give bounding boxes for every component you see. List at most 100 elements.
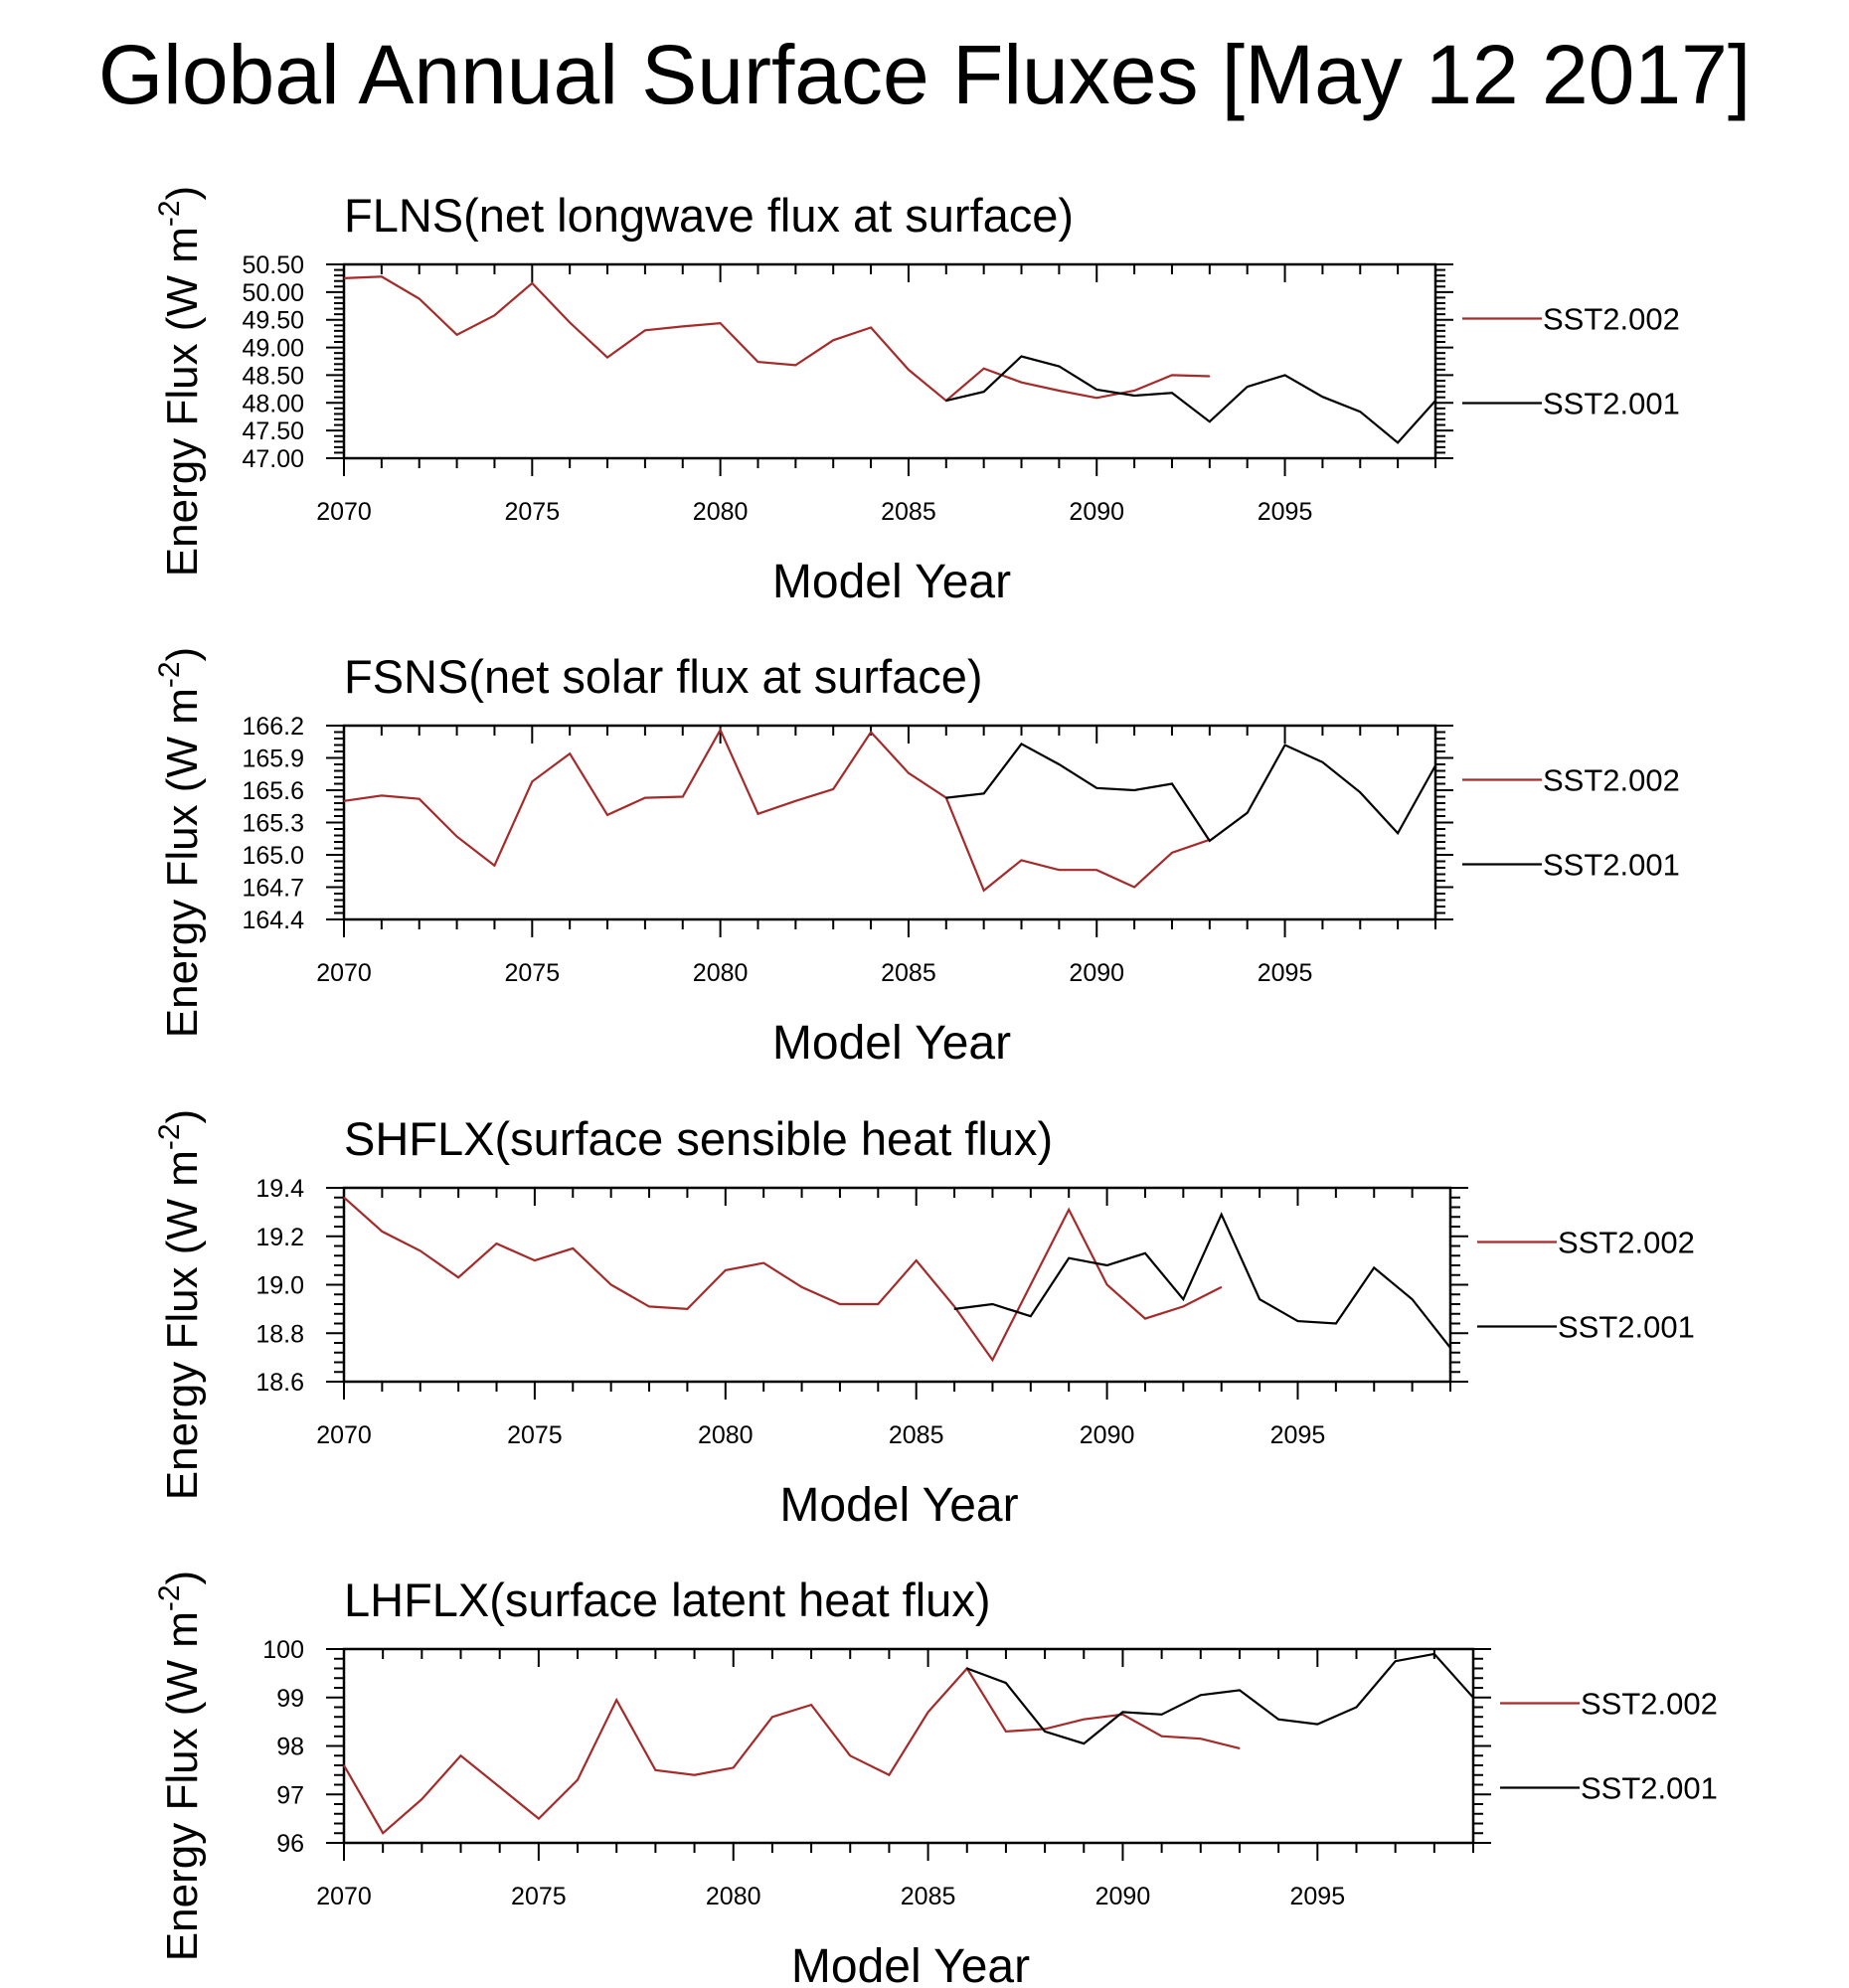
data-point bbox=[1133, 789, 1135, 791]
x-tick-label: 2080 bbox=[706, 1883, 761, 1910]
data-point bbox=[1209, 420, 1211, 422]
series-line-SST2.001 bbox=[945, 742, 1436, 843]
panel-title: FLNS(net longwave flux at surface) bbox=[344, 189, 1074, 242]
y-tick-label: 165.3 bbox=[242, 810, 304, 838]
data-point bbox=[953, 1308, 955, 1310]
y-axis-label-exponent: -2 bbox=[153, 661, 186, 688]
x-tick-label: 2095 bbox=[1270, 1421, 1326, 1449]
data-point bbox=[1095, 397, 1097, 399]
y-axis-label: Energy Flux (W m-2) bbox=[153, 1571, 207, 1961]
panels: FLNS(net longwave flux at surface) 2070 20… bbox=[153, 186, 1718, 1988]
y-tick-label: 48.50 bbox=[242, 362, 304, 390]
y-axis-label-text: Energy Flux (W m bbox=[158, 1150, 207, 1500]
y-axis-label-text: Energy Flux (W m bbox=[158, 227, 207, 577]
data-point bbox=[1058, 763, 1060, 765]
data-point bbox=[953, 1305, 955, 1308]
data-point bbox=[686, 1308, 689, 1310]
data-point bbox=[756, 361, 759, 363]
main-title: Global Annual Surface Fluxes [May 12 201… bbox=[98, 28, 1751, 121]
data-point bbox=[572, 1247, 574, 1249]
y-tick-label: 18.8 bbox=[255, 1320, 304, 1348]
data-point bbox=[1144, 1252, 1146, 1254]
data-point bbox=[382, 1832, 384, 1834]
data-point bbox=[381, 794, 383, 797]
y-tick-label: 19.0 bbox=[255, 1272, 304, 1300]
series-line-SST2.001 bbox=[945, 355, 1436, 444]
data-point bbox=[1030, 1315, 1032, 1317]
x-axis-label: Model Year bbox=[791, 1940, 1030, 1988]
y-tick-label: 166.2 bbox=[242, 713, 304, 741]
data-point bbox=[756, 813, 759, 815]
y-axis-label-exponent: -2 bbox=[153, 1123, 186, 1150]
data-point bbox=[983, 792, 985, 794]
x-tick-label: 2070 bbox=[316, 1883, 372, 1910]
series-line-SST2.001 bbox=[966, 1652, 1474, 1745]
data-point bbox=[870, 731, 872, 734]
data-point bbox=[615, 1699, 617, 1701]
x-tick-label: 2095 bbox=[1258, 959, 1313, 987]
y-tick-label: 50.50 bbox=[242, 251, 304, 279]
data-point bbox=[1283, 744, 1286, 746]
plot-frame bbox=[342, 1647, 1475, 1845]
data-point bbox=[531, 282, 533, 284]
data-point bbox=[531, 780, 533, 782]
data-point bbox=[693, 1774, 696, 1776]
x-axis-label: Model Year bbox=[772, 556, 1011, 608]
y-tick-label: 165.0 bbox=[242, 842, 304, 870]
data-point bbox=[499, 1786, 501, 1788]
data-point bbox=[832, 339, 834, 341]
plot-frame bbox=[342, 724, 1437, 921]
data-point bbox=[1200, 1738, 1202, 1740]
data-point bbox=[1412, 1298, 1414, 1300]
data-point bbox=[493, 865, 496, 867]
y-axis-label-close: ) bbox=[158, 1571, 207, 1585]
data-point bbox=[1020, 743, 1023, 746]
data-point bbox=[794, 364, 796, 366]
data-point bbox=[1005, 1682, 1007, 1684]
x-tick-label: 2090 bbox=[1069, 959, 1124, 987]
data-point bbox=[644, 329, 646, 331]
data-point bbox=[455, 334, 458, 336]
y-tick-label: 50.00 bbox=[242, 279, 304, 307]
data-point bbox=[1105, 1283, 1108, 1286]
data-point bbox=[870, 326, 872, 329]
y-axis-label-close: ) bbox=[158, 1109, 207, 1124]
x-axis-label: Model Year bbox=[772, 1017, 1011, 1070]
panel-1: FLNS(net longwave flux at surface) 2070 20… bbox=[153, 186, 1680, 608]
data-point bbox=[1171, 782, 1173, 785]
data-point bbox=[1359, 411, 1361, 413]
y-axis-label-close: ) bbox=[158, 647, 207, 662]
y-axis-label-exponent: -2 bbox=[153, 200, 186, 227]
data-point bbox=[839, 1303, 841, 1305]
data-point bbox=[849, 1754, 851, 1756]
y-axis-label-close: ) bbox=[158, 186, 207, 201]
y-tick-label: 19.2 bbox=[255, 1224, 304, 1251]
data-point bbox=[1005, 1731, 1007, 1733]
data-point bbox=[1044, 1731, 1046, 1733]
y-tick-label: 164.4 bbox=[242, 907, 304, 934]
data-point bbox=[1044, 1728, 1046, 1731]
y-tick-label: 165.9 bbox=[242, 746, 304, 773]
panel-2: FSNS(net solar flux at surface) 2070 2075 2… bbox=[153, 647, 1680, 1070]
series-line-SST2.001 bbox=[953, 1212, 1451, 1349]
data-point bbox=[945, 400, 947, 402]
y-tick-label: 19.4 bbox=[255, 1175, 304, 1203]
panel-3: SHFLX(surface sensible heat flux) 2070 207… bbox=[153, 1109, 1695, 1532]
data-point bbox=[1083, 1742, 1085, 1744]
y-tick-label: 97 bbox=[276, 1781, 304, 1809]
panel-title: LHFLX(surface latent heat flux) bbox=[344, 1574, 990, 1626]
data-point bbox=[654, 1769, 656, 1771]
data-point bbox=[493, 314, 496, 316]
legend-label: SST2.002 bbox=[1558, 1226, 1695, 1260]
legend-label: SST2.002 bbox=[1543, 302, 1680, 337]
y-tick-label: 47.50 bbox=[242, 417, 304, 445]
data-point bbox=[1283, 374, 1286, 377]
data-point bbox=[1133, 395, 1135, 397]
data-point bbox=[1161, 1714, 1163, 1716]
data-point bbox=[1259, 1298, 1261, 1300]
data-point bbox=[1316, 1723, 1318, 1726]
data-point bbox=[1095, 389, 1097, 391]
data-point bbox=[569, 321, 571, 324]
data-point bbox=[1335, 1322, 1337, 1325]
x-tick-label: 2085 bbox=[889, 1421, 944, 1449]
